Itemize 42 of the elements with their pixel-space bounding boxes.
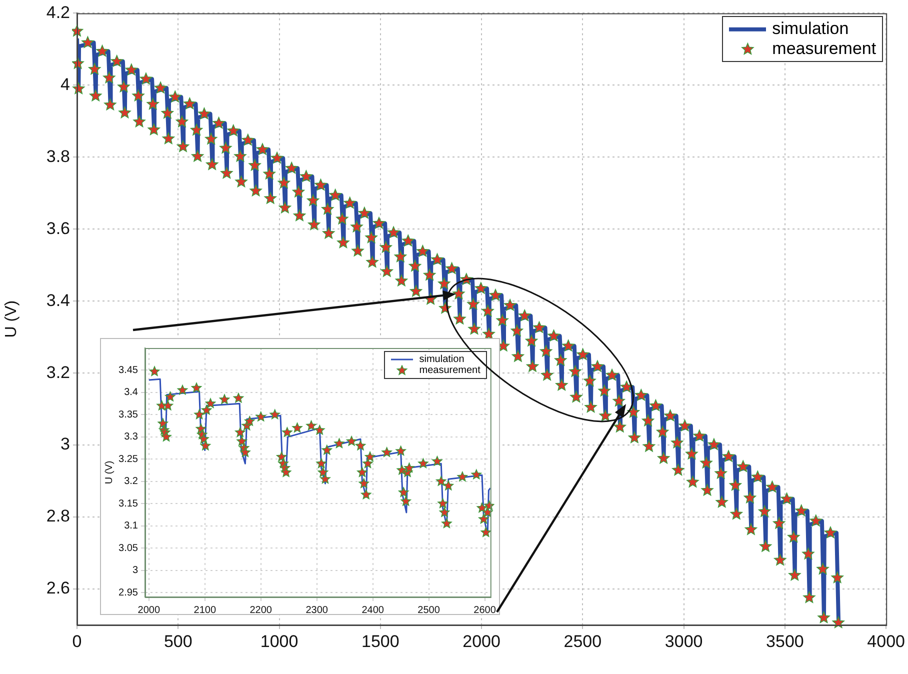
y-tick-label: 3.8 [46, 146, 70, 166]
x-tick-label: 2500 [564, 632, 602, 651]
x-tick-label: 1500 [361, 632, 400, 651]
y-tick-label: 2.6 [46, 578, 70, 598]
x-tick-label: 2500 [418, 604, 440, 616]
y-axis-title: U (V) [3, 300, 20, 338]
x-tick-label: 2000 [138, 604, 160, 616]
legend-label: simulation [772, 19, 849, 40]
y-tick-label: 3.45 [118, 364, 138, 376]
y-tick-label: 3 [132, 565, 138, 576]
y-tick-label: 2.95 [118, 587, 138, 598]
y-tick-label: 3.2 [124, 476, 138, 488]
y-tick-label: 3.6 [46, 218, 70, 238]
y-tick-label: 3.1 [124, 520, 138, 532]
x-tick-label: 3000 [664, 632, 703, 651]
x-tick-label: 2100 [194, 604, 216, 616]
y-tick-label: 3.3 [124, 432, 138, 443]
x-tick-label: 0 [72, 632, 82, 651]
x-tick-label: 4000 [867, 632, 906, 651]
y-axis-title: U (V) [104, 460, 115, 484]
x-tick-label: 2400 [362, 604, 384, 616]
y-tick-label: 3.15 [118, 498, 138, 510]
y-tick-label: 3.25 [118, 454, 138, 465]
y-tick-label: 4.2 [46, 2, 70, 22]
x-tick-label: 2000 [462, 632, 500, 651]
y-tick-label: 4 [60, 74, 70, 94]
y-tick-label: 3 [60, 434, 70, 454]
y-tick-label: 2.8 [46, 506, 70, 526]
x-tick-label: 500 [164, 632, 192, 651]
y-tick-label: 3.35 [118, 409, 138, 420]
y-tick-label: 3.4 [46, 290, 70, 310]
legend-label: simulation [419, 354, 464, 365]
y-tick-label: 3.4 [124, 387, 138, 398]
x-tick-label: 1000 [260, 632, 298, 651]
y-tick-label: 3.05 [118, 542, 138, 554]
legend-label: measurement [772, 39, 876, 60]
x-tick-label: 2200 [250, 604, 272, 616]
y-tick-label: 3.2 [46, 362, 70, 382]
legend-label: measurement [419, 365, 480, 376]
x-tick-label: 2300 [306, 604, 328, 616]
x-tick-label: 2600 [474, 604, 496, 616]
x-tick-label: 3500 [766, 632, 804, 651]
